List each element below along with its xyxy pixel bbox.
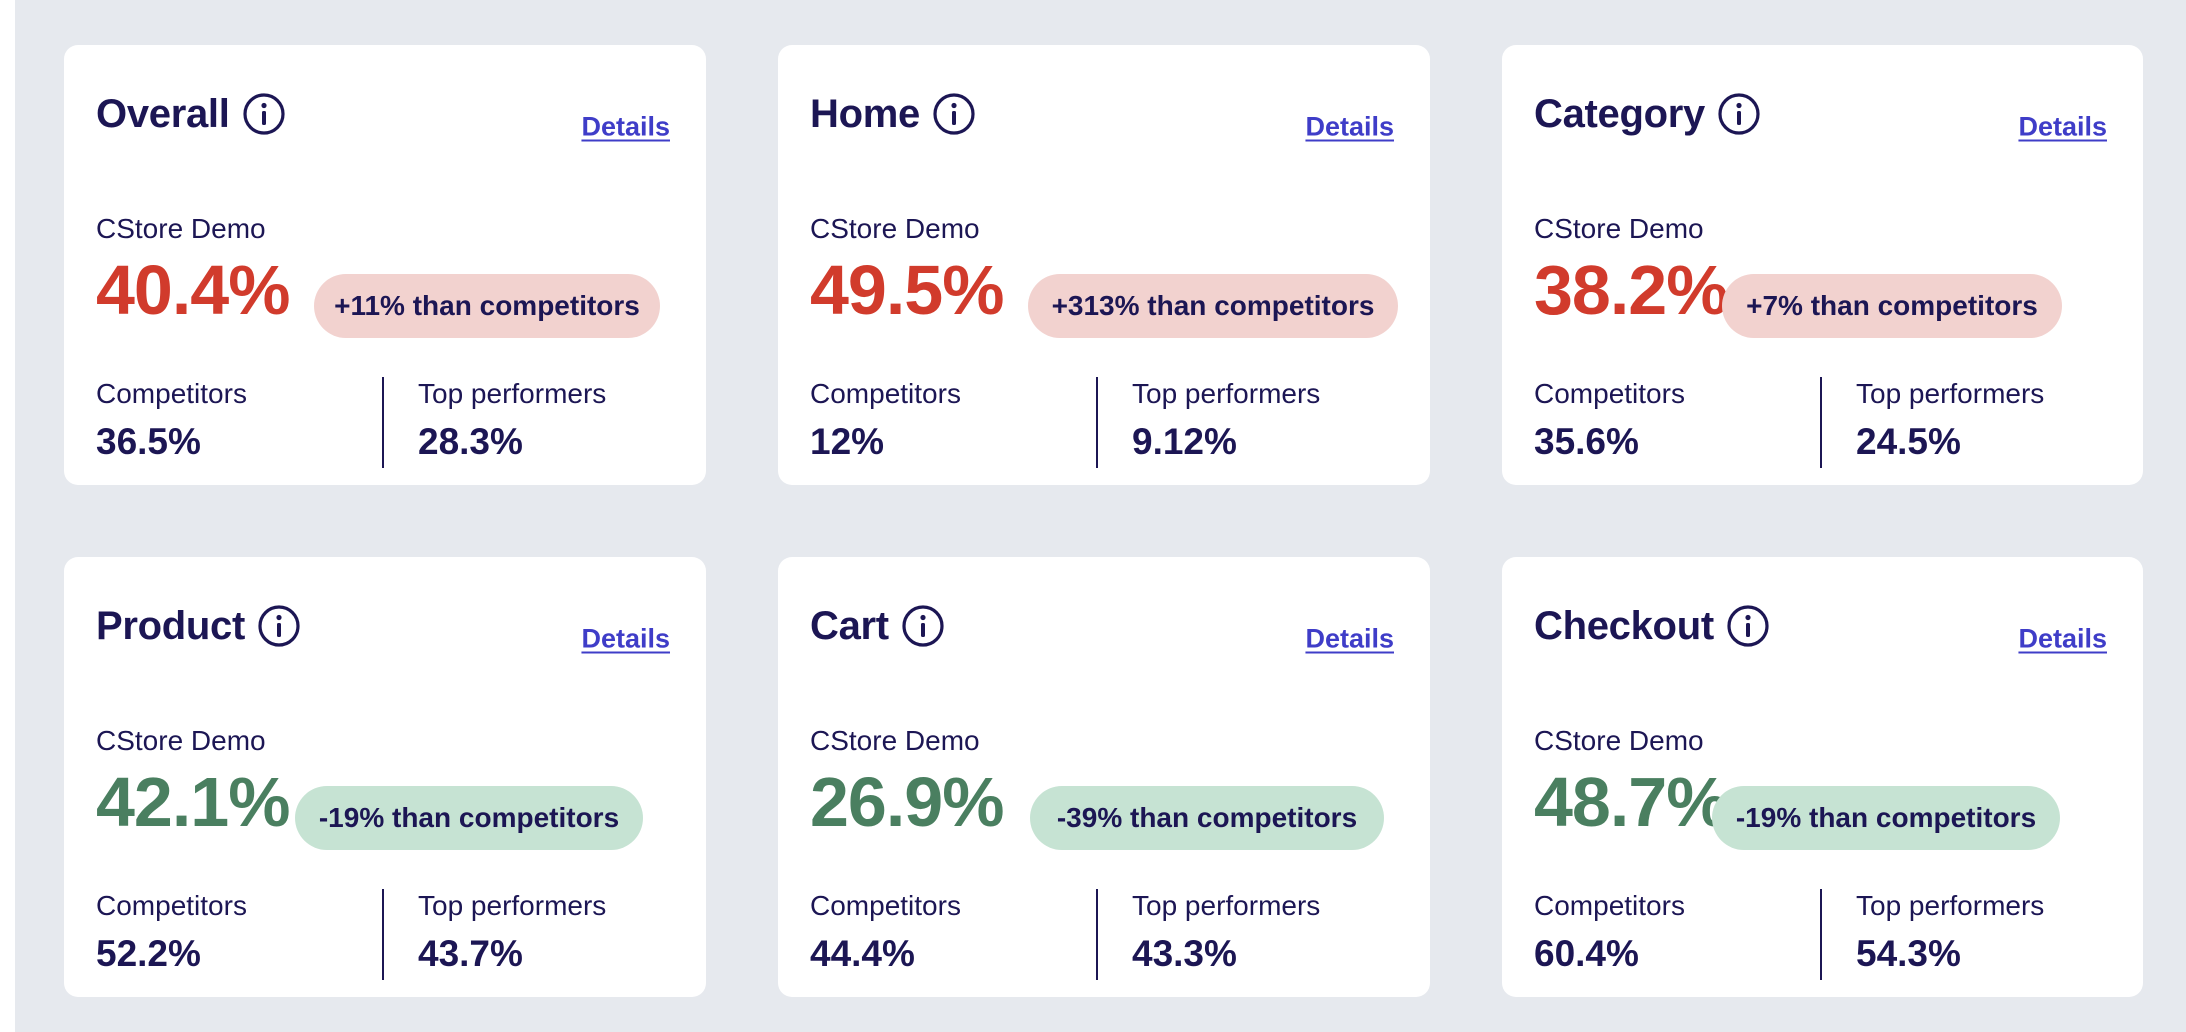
info-icon[interactable] xyxy=(257,604,301,648)
comparison-badge: -19% than competitors xyxy=(295,786,643,850)
stat-divider xyxy=(1096,889,1098,980)
details-link[interactable]: Details xyxy=(1305,623,1394,654)
card-header: Category xyxy=(1534,83,1761,145)
card-title: Overall xyxy=(96,91,230,136)
main-value: 48.7% xyxy=(1534,763,1728,841)
info-icon[interactable] xyxy=(1726,604,1770,648)
metric-card-cart: Cart Details CStore Demo 26.9% -39% than… xyxy=(778,557,1430,997)
main-value: 42.1% xyxy=(96,763,290,841)
stat-divider xyxy=(1820,377,1822,468)
store-name: CStore Demo xyxy=(810,725,980,756)
store-name: CStore Demo xyxy=(1534,213,1704,244)
stat-divider xyxy=(382,889,384,980)
top-performers-label: Top performers xyxy=(1856,890,2045,921)
card-header: Overall xyxy=(96,83,286,145)
competitors-value: 52.2% xyxy=(96,933,201,974)
card-title: Product xyxy=(96,603,246,648)
top-performers-label: Top performers xyxy=(418,890,607,921)
competitors-value: 60.4% xyxy=(1534,933,1639,974)
top-performers-label: Top performers xyxy=(1132,890,1321,921)
competitors-value: 12% xyxy=(810,421,885,462)
competitors-label: Competitors xyxy=(810,378,961,409)
store-name: CStore Demo xyxy=(96,725,266,756)
competitors-label: Competitors xyxy=(1534,378,1685,409)
top-performers-label: Top performers xyxy=(1856,378,2045,409)
competitors-label: Competitors xyxy=(1534,890,1685,921)
card-title: Cart xyxy=(810,603,889,648)
top-performers-value: 54.3% xyxy=(1856,933,1961,974)
info-icon[interactable] xyxy=(242,92,286,136)
details-link[interactable]: Details xyxy=(581,111,670,142)
details-link[interactable]: Details xyxy=(581,623,670,654)
card-header: Home xyxy=(810,83,976,145)
metric-card-overall: Overall Details CStore Demo 40.4% +11% t… xyxy=(64,45,706,485)
competitors-label: Competitors xyxy=(96,378,247,409)
stat-divider xyxy=(1820,889,1822,980)
competitors-label: Competitors xyxy=(810,890,961,921)
competitors-label: Competitors xyxy=(96,890,247,921)
details-link[interactable]: Details xyxy=(1305,111,1394,142)
metric-card-category: Category Details CStore Demo 38.2% +7% t… xyxy=(1502,45,2143,485)
store-name: CStore Demo xyxy=(1534,725,1704,756)
top-performers-value: 43.7% xyxy=(418,933,523,974)
info-icon[interactable] xyxy=(901,604,945,648)
comparison-badge: +313% than competitors xyxy=(1028,274,1398,338)
card-header: Checkout xyxy=(1534,595,1770,657)
dashboard-panel: Overall Details CStore Demo 40.4% +11% t… xyxy=(15,0,2186,1032)
main-value: 49.5% xyxy=(810,251,1004,329)
comparison-badge: -39% than competitors xyxy=(1030,786,1384,850)
metric-card-product: Product Details CStore Demo 42.1% -19% t… xyxy=(64,557,706,997)
info-icon[interactable] xyxy=(1717,92,1761,136)
info-icon[interactable] xyxy=(932,92,976,136)
top-performers-value: 43.3% xyxy=(1132,933,1237,974)
details-link[interactable]: Details xyxy=(2018,623,2107,654)
main-value: 38.2% xyxy=(1534,251,1728,329)
card-header: Product xyxy=(96,595,301,657)
main-value: 26.9% xyxy=(810,763,1004,841)
competitors-value: 44.4% xyxy=(810,933,915,974)
stat-divider xyxy=(1096,377,1098,468)
top-performers-value: 28.3% xyxy=(418,421,523,462)
card-title: Checkout xyxy=(1534,603,1714,648)
comparison-badge: +11% than competitors xyxy=(314,274,660,338)
main-value: 40.4% xyxy=(96,251,290,329)
card-title: Home xyxy=(810,91,920,136)
comparison-badge: +7% than competitors xyxy=(1722,274,2062,338)
competitors-value: 36.5% xyxy=(96,421,201,462)
store-name: CStore Demo xyxy=(810,213,980,244)
comparison-badge: -19% than competitors xyxy=(1712,786,2060,850)
card-title: Category xyxy=(1534,91,1705,136)
top-performers-value: 9.12% xyxy=(1132,421,1237,462)
stat-divider xyxy=(382,377,384,468)
top-performers-label: Top performers xyxy=(1132,378,1321,409)
card-header: Cart xyxy=(810,595,945,657)
competitors-value: 35.6% xyxy=(1534,421,1639,462)
top-performers-label: Top performers xyxy=(418,378,607,409)
details-link[interactable]: Details xyxy=(2018,111,2107,142)
metric-card-home: Home Details CStore Demo 49.5% +313% tha… xyxy=(778,45,1430,485)
top-performers-value: 24.5% xyxy=(1856,421,1961,462)
metric-card-checkout: Checkout Details CStore Demo 48.7% -19% … xyxy=(1502,557,2143,997)
store-name: CStore Demo xyxy=(96,213,266,244)
